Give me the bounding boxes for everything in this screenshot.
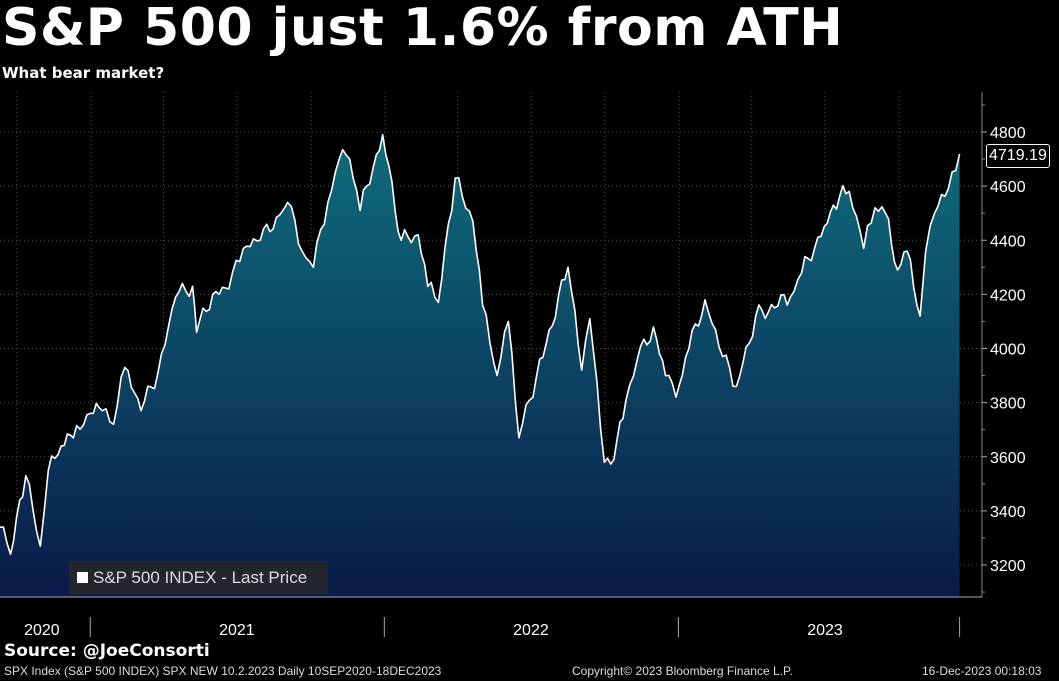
legend-label: S&P 500 INDEX - Last Price (93, 567, 308, 587)
x-tick-label: 2021 (219, 622, 255, 639)
x-tick-label: 2020 (24, 622, 60, 639)
footer-copyright: Copyright© 2023 Bloomberg Finance L.P. (572, 664, 793, 678)
footer-ticker-info: SPX Index (S&P 500 INDEX) SPX NEW 10.2.2… (4, 664, 442, 678)
chart-subtitle: What bear market? (2, 64, 165, 82)
y-tick-label: 3200 (990, 558, 1026, 575)
price-line (0, 133, 961, 555)
y-tick-label: 4800 (990, 125, 1026, 142)
y-tick-label: 3600 (990, 450, 1026, 467)
y-axis: 3200 3400 3600 3800 4000 4200 4400 4600 4800 (981, 92, 1026, 597)
y-tick-label: 4200 (990, 287, 1026, 304)
price-area-fill (0, 134, 960, 597)
chart-title: S&P 500 just 1.6% from ATH (2, 0, 844, 58)
source-credit: Source: @JoeConsorti (4, 641, 210, 661)
chart-legend: S&P 500 INDEX - Last Price (69, 561, 328, 594)
last-price-label: 4719.19 (986, 144, 1050, 168)
legend-swatch (77, 572, 88, 583)
y-tick-label: 4400 (990, 233, 1026, 250)
footer-timestamp: 16-Dec-2023 00:18:03 (922, 664, 1042, 678)
y-tick-label: 3400 (990, 504, 1026, 521)
y-tick-label: 4600 (990, 179, 1026, 196)
x-tick-label: 2023 (807, 622, 843, 639)
y-tick-label: 4000 (990, 342, 1026, 359)
x-axis: 2020 2021 2022 2023 (0, 596, 982, 639)
y-tick-label: 3800 (990, 396, 1026, 413)
x-tick-label: 2022 (513, 622, 549, 639)
